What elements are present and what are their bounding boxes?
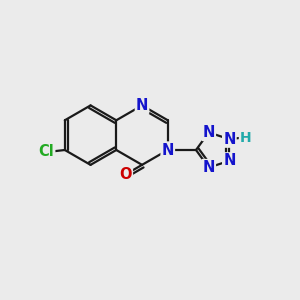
Text: N: N [162,142,174,158]
Text: N: N [223,132,236,147]
Text: H: H [240,131,251,145]
Text: N: N [202,160,215,175]
Text: N: N [223,153,236,168]
Text: O: O [119,167,132,182]
Text: N: N [202,125,215,140]
Text: N: N [136,98,148,113]
Text: Cl: Cl [38,144,54,159]
